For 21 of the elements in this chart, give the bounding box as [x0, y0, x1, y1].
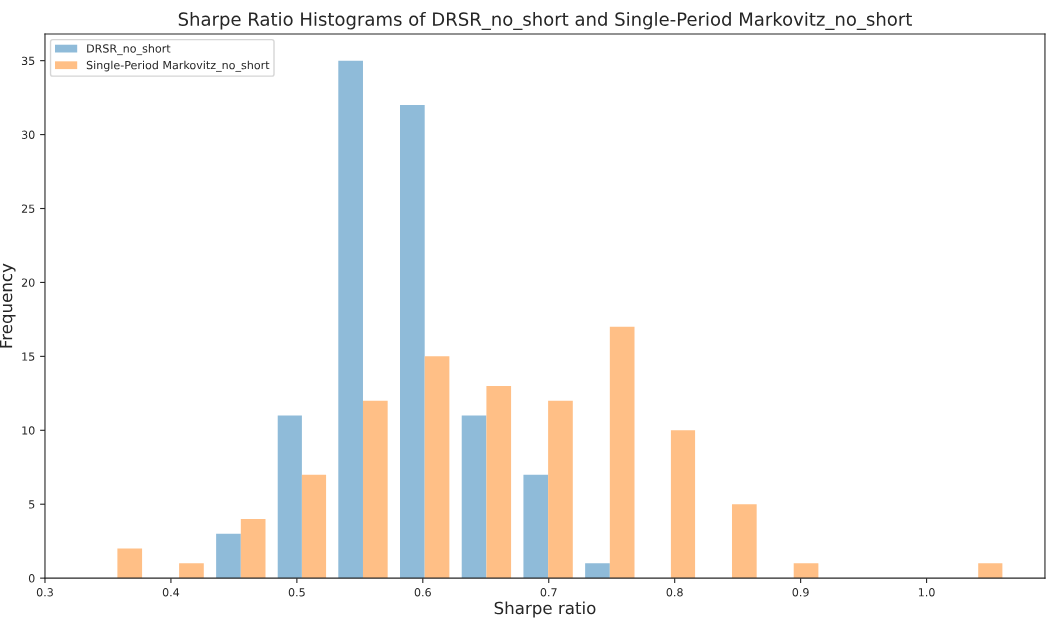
y-tick-label: 25 — [21, 204, 35, 213]
y-tick-label: 35 — [21, 56, 35, 66]
legend-label: Single-Period Markovitz_no_short — [86, 60, 270, 72]
y-tick-label: 20 — [21, 278, 35, 287]
y-tick-label: 0 — [28, 574, 35, 583]
legend-label: DRSR_no_short — [87, 44, 171, 56]
y-tick-label: 5 — [29, 500, 35, 509]
x-axis-title: Sharpe ratio — [494, 601, 596, 618]
x-tick-label: 0.3 — [36, 588, 53, 597]
chart-title: Sharpe Ratio Histograms of DRSR_no_short and Single-Period Markovitz_no_short — [178, 11, 912, 30]
x-tick-label: 0.5 — [288, 588, 305, 597]
y-tick-label: 30 — [21, 130, 35, 139]
x-tick-label: 1.0 — [918, 588, 935, 597]
y-axis-title: Frequency — [0, 263, 16, 348]
x-tick-label: 0.8 — [666, 588, 683, 597]
x-tick-label: 0.6 — [414, 588, 431, 597]
y-tick-label: 15 — [22, 352, 35, 361]
x-tick-label: 0.4 — [162, 588, 180, 597]
x-tick-label: 0.7 — [540, 588, 557, 597]
y-tick-label: 10 — [22, 426, 35, 435]
x-tick-label: 0.9 — [792, 588, 809, 597]
